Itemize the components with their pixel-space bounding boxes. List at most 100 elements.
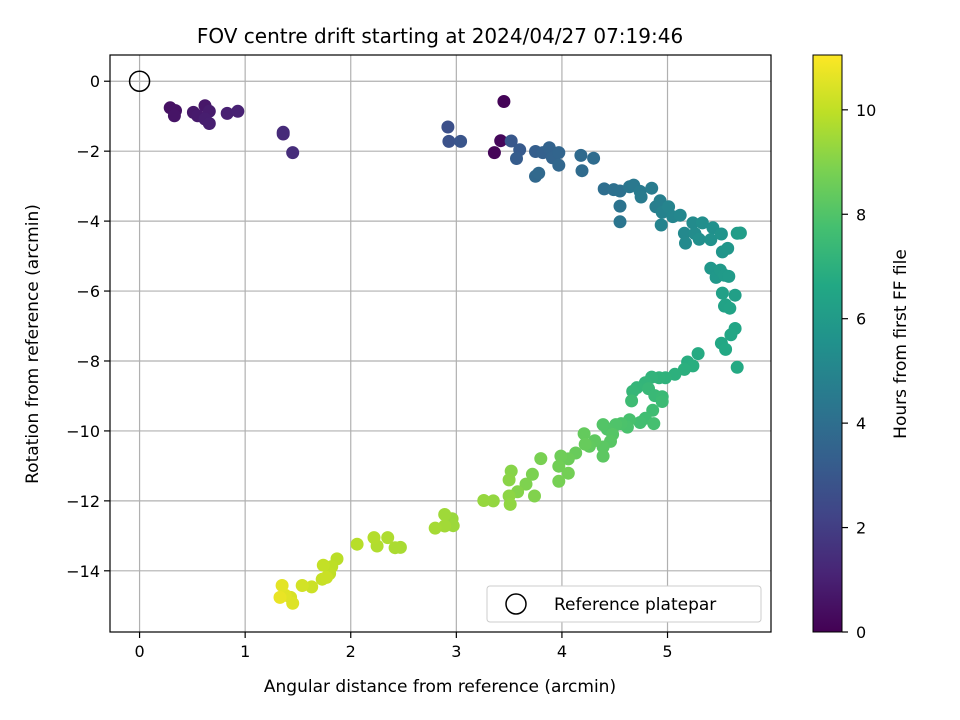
data-point [305,580,319,594]
colorbar-label: Hours from first FF file [891,249,911,439]
data-point [728,288,742,302]
data-point [714,227,728,241]
data-point [497,95,511,108]
data-point [220,106,234,120]
data-point [494,134,508,148]
data-point [534,452,548,466]
legend: Reference platepar [486,585,762,623]
data-point [645,181,659,195]
data-point [613,215,627,229]
data-point [691,347,705,361]
data-point [438,508,452,521]
data-point [502,473,516,487]
colorbar-tick-label: 6 [856,310,866,329]
legend-box [486,585,762,623]
data-point [202,117,216,130]
y-tick-label: −8 [76,352,100,371]
data-point [532,166,546,180]
data-point [634,190,648,204]
data-point [388,541,402,555]
x-tick-label: 5 [662,642,672,661]
data-point [574,148,588,162]
x-tick-label: 4 [557,642,567,661]
data-point [662,200,676,214]
x-tick-label: 0 [134,642,144,661]
data-point [721,241,735,255]
y-tick-label: −12 [66,492,100,511]
data-point [730,360,744,374]
data-point [596,449,610,463]
data-point [561,466,575,480]
y-tick-label: −6 [76,282,100,301]
y-tick-label: −2 [76,142,100,161]
y-tick-label: −10 [66,422,100,441]
data-point [519,477,533,491]
data-point [578,437,592,451]
data-point [320,570,333,584]
data-point [503,497,517,511]
data-point [692,232,706,246]
y-tick-label: −14 [66,562,100,581]
colorbar: 0 2 4 6 8 10 Hours from first FF file [812,54,911,642]
data-point [625,394,639,408]
data-point [679,236,692,250]
colorbar-tick-label: 8 [856,205,866,224]
colorbar-ticks: 0 2 4 6 8 10 [842,101,876,642]
x-tick-label: 2 [346,642,356,661]
data-point [577,427,591,441]
data-point [654,218,668,232]
data-point [275,579,289,592]
reference-marker [128,70,151,92]
colorbar-tick-label: 2 [856,519,866,538]
data-point [486,494,500,508]
data-point [655,395,669,408]
data-point [350,537,364,551]
data-point [510,152,523,165]
legend-marker-reference [505,593,527,615]
data-point [454,134,468,148]
data-point [276,125,290,139]
data-point [552,474,566,488]
data-point [552,146,566,160]
data-point [677,226,691,240]
x-tick-label: 1 [240,642,250,661]
data-point [477,494,491,507]
data-point [733,226,747,240]
data-point [231,104,245,118]
data-point [367,531,381,545]
data-points [128,70,747,610]
colorbar-gradient [812,54,843,633]
data-point [504,134,518,148]
data-point [552,158,566,172]
data-point [626,384,640,398]
colorbar-tick-label: 0 [856,623,866,642]
data-point [633,416,647,429]
data-point [724,328,738,342]
data-point [597,182,611,196]
data-point [686,216,700,230]
data-point [715,286,729,300]
legend-label: Reference platepar [554,595,716,615]
data-point [295,579,309,592]
x-axis-label: Angular distance from reference (arcmin) [264,677,616,697]
data-point [554,449,568,463]
data-point [273,590,287,604]
y-axis-label: Rotation from reference (arcmin) [23,204,43,484]
x-tick-label: 3 [451,642,461,661]
data-point [587,151,601,165]
y-tick-label: 0 [90,72,100,91]
data-point [525,467,539,481]
data-point [719,342,733,356]
data-point [722,269,736,283]
data-point [442,134,456,148]
data-point [723,301,737,315]
colorbar-tick-label: 10 [856,101,876,120]
data-point [673,208,687,222]
colorbar-tick-label: 4 [856,414,866,433]
data-point [487,146,501,160]
data-point [575,164,589,178]
data-point [441,120,455,134]
data-point [316,558,330,572]
plot-frame [109,54,772,633]
